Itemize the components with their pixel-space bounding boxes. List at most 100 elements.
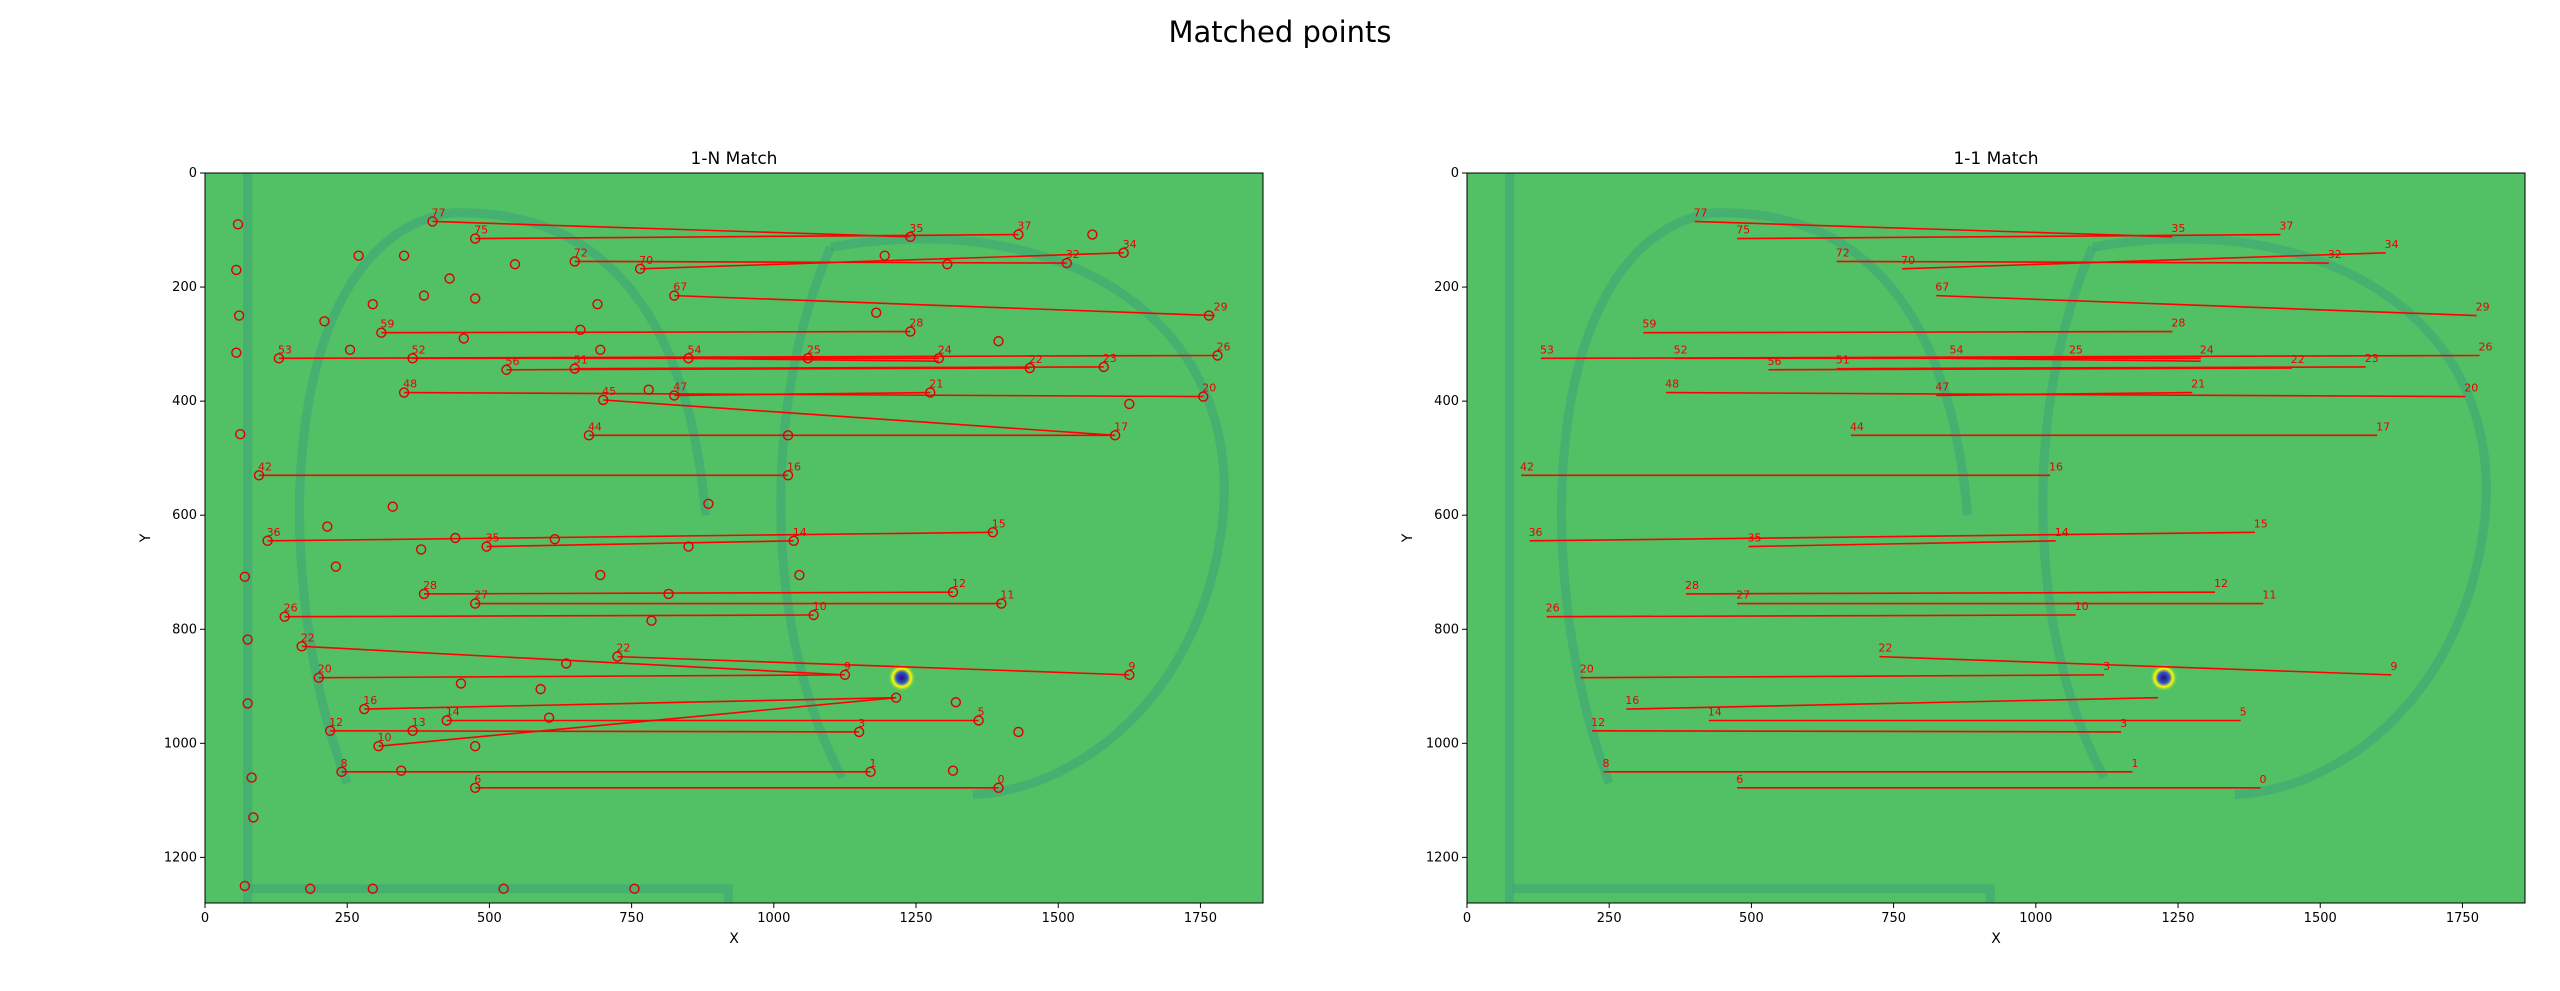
match-line [603,399,1116,437]
ridge-right-bottom [2234,514,2490,800]
point-label: 34 [1123,238,1137,251]
keypoint-marker [396,765,407,776]
y-tick-label: 400 [1434,394,1459,409]
point-label: 52 [412,343,426,356]
ridge-right-bottom [972,514,1228,800]
keypoint-marker [643,384,654,395]
match-line [381,330,911,334]
keypoint-marker [501,364,512,375]
match-line [617,655,1130,676]
image-fill [205,173,1263,903]
ridge-right-top [829,234,1229,516]
figure-suptitle: Matched points [1168,15,1391,49]
keypoint-marker [549,533,561,545]
point-label: 14 [446,706,460,719]
x-tick-label: 750 [1881,911,1906,926]
keypoint-marker [1098,361,1109,373]
match-line [1902,252,2386,270]
x-axis-label: X [1991,931,2001,947]
keypoint-marker [469,598,481,609]
keypoint-marker [1061,257,1072,269]
keypoint-marker [595,344,606,355]
keypoint-marker [993,782,1004,793]
point-label: 72 [1836,246,1850,259]
x-tick-label: 750 [619,911,644,926]
keypoint-marker [469,293,481,304]
keypoint-marker [629,883,640,894]
keypoint-marker [597,394,609,406]
point-label: 23 [1103,352,1117,365]
x-axis-label: X [729,931,739,947]
keypoint-marker [469,782,481,793]
point-label: 29 [1214,301,1228,314]
point-label: 8 [1603,757,1610,770]
y-tick-label: 1000 [1426,736,1459,751]
keypoint-marker [305,883,316,894]
point-label: 9 [844,660,851,673]
point-label: 20 [1202,382,1216,395]
y-tick-label: 1200 [1426,850,1459,865]
point-label: 34 [2385,238,2399,251]
point-label: 10 [813,600,827,613]
y-tick-label: 800 [1434,622,1459,637]
keypoint-marker [469,740,481,752]
point-label: 35 [1748,532,1762,545]
image-fill [1467,173,2525,903]
point-label: 3 [858,717,865,730]
point-label: 10 [377,731,391,744]
keypoint-marker [933,353,944,364]
keypoint-marker [794,569,805,581]
keypoint-marker [612,651,623,662]
point-label: 20 [2464,382,2478,395]
point-label: 36 [267,526,281,539]
x-tick-label: 250 [1597,911,1622,926]
point-label: 22 [1029,353,1043,366]
keypoint-marker [871,307,882,318]
y-tick-label: 400 [172,394,197,409]
point-label: 28 [2171,317,2185,330]
y-axis-label: Y [138,533,154,543]
keypoint-marker [993,336,1004,347]
keypoint-marker [890,692,902,703]
background-image [1467,173,2525,903]
match-line [688,357,939,363]
keypoint-marker [634,263,646,275]
point-label: 36 [1529,526,1543,539]
match-line [330,729,860,733]
keypoint-marker [273,353,285,364]
keypoint-marker [1124,669,1135,681]
match-line [1768,367,2292,371]
keypoint-marker [398,250,410,261]
point-label: 24 [938,343,952,356]
keypoint-marker [231,347,242,358]
point-label: 37 [1017,220,1031,233]
keypoint-marker [569,256,580,267]
point-label: 48 [403,378,417,391]
x-tick-label: 1500 [2304,911,2337,926]
point-label: 21 [2191,378,2205,391]
point-label: 17 [2376,420,2390,433]
x-tick-label: 1250 [2161,911,2194,926]
point-label: 77 [432,206,446,219]
keypoint-marker [905,231,916,243]
point-label: 28 [909,317,923,330]
keypoint-marker [262,535,273,547]
point-label: 0 [2260,773,2267,786]
ridge-left [1557,208,1713,785]
point-label: 32 [2328,248,2342,261]
keypoint-marker [242,698,253,709]
point-label: 14 [1708,706,1722,719]
keypoint-marker [802,353,814,364]
point-label: 70 [639,254,653,267]
keypoint-marker [353,250,364,261]
point-label: 53 [1540,343,1554,356]
axes-frame [204,172,1264,904]
x-tick-label: 1000 [757,911,790,926]
y-tick-label: 0 [1451,166,1459,181]
keypoint-marker [595,569,606,581]
keypoint-marker [575,324,586,336]
keypoint-marker [839,669,851,681]
point-label: 45 [602,385,616,398]
match-line [1879,655,2392,676]
